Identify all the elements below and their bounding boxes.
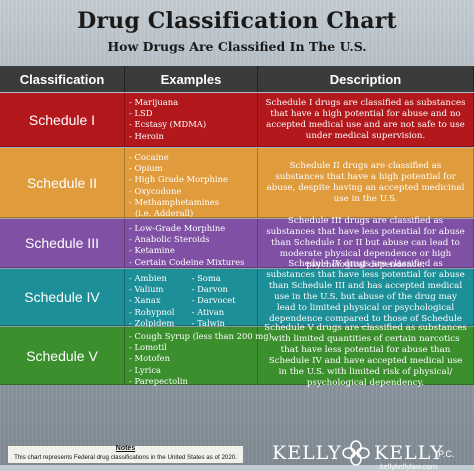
- example-item: - Ambien: [129, 273, 167, 283]
- example-item: - Anabolic Steroids: [129, 234, 210, 245]
- example-item: - Marijuana: [129, 97, 179, 107]
- example-item: - Soma: [191, 273, 221, 283]
- notes-title: Notes: [115, 445, 136, 452]
- examples-list: - Ambien - Valium - Xanax - Rohypnol - Z…: [125, 269, 258, 328]
- examples-list: - Cough Syrup (less than 200 mg) - Lomot…: [125, 327, 272, 386]
- page-title: Drug Classification Chart: [77, 8, 397, 34]
- example-item: - Talwin: [191, 317, 225, 328]
- table-header: Classification Examples Description: [0, 66, 474, 92]
- example-item: - Rohypnol: [129, 306, 175, 317]
- schedule-name: Schedule IV: [0, 269, 125, 325]
- example-item: - Low-Grade Morphine: [129, 223, 226, 233]
- schedule-description: Schedule II drugs are classified as subs…: [258, 148, 474, 217]
- examples-column-right: - Soma - Darvon - Darvocet - Ativan - Ta…: [186, 273, 254, 328]
- example-item: - Cough Syrup (less than 200 mg): [129, 331, 272, 341]
- schedule-description: Schedule IV drugs are classified as subs…: [258, 259, 474, 335]
- notes-text: This chart represents Federal drug class…: [14, 454, 237, 461]
- example-item: - Methamphetamines: [129, 196, 220, 207]
- examples-list: - Cocaine - Opium - High Grade Morphine …: [125, 148, 258, 219]
- examples-column-left: - Ambien - Valium - Xanax - Rohypnol - Z…: [129, 273, 186, 328]
- example-item: - Oxycodone: [129, 185, 182, 196]
- example-item: - Opium: [129, 163, 163, 174]
- header-examples: Examples: [125, 66, 258, 92]
- schedule-name: Schedule I: [0, 93, 125, 146]
- table-row-schedule-4: Schedule IV - Ambien - Valium - Xanax - …: [0, 259, 474, 335]
- kelly-kelly-logo[interactable]: KELLY KELLY P.C. kellykellylaw.com: [268, 440, 473, 471]
- header-classification: Classification: [0, 66, 125, 92]
- example-item: - Ecstasy (MDMA): [129, 119, 207, 130]
- clover-knot-icon: [342, 440, 370, 466]
- examples-list: - Marijuana - LSD - Ecstasy (MDMA) - Her…: [125, 93, 258, 146]
- logo-word-left: KELLY: [272, 442, 342, 464]
- example-item: - Parepectolin: [129, 375, 188, 386]
- example-item: - Lomotil: [129, 342, 167, 353]
- example-item: - Cocaine: [129, 152, 169, 162]
- schedule-description: Schedule I drugs are classified as subst…: [258, 93, 474, 146]
- example-item: - Ativan: [191, 306, 225, 317]
- logo-suffix: P.C.: [438, 449, 455, 459]
- example-item: (i.e. Adderall): [135, 208, 194, 219]
- example-item: - High Grade Morphine: [129, 174, 228, 185]
- example-item: - Valium: [129, 284, 164, 295]
- table-row-schedule-5: Schedule V - Cough Syrup (less than 200 …: [0, 323, 474, 388]
- page-subtitle: How Drugs Are Classified In The U.S.: [107, 39, 367, 54]
- schedule-name: Schedule III: [0, 219, 125, 267]
- notes-box: Notes This chart represents Federal drug…: [7, 445, 244, 464]
- schedule-name: Schedule II: [0, 148, 125, 217]
- example-item: - LSD: [129, 108, 153, 119]
- schedule-description: Schedule V drugs are classified as subst…: [258, 323, 474, 388]
- table-row-schedule-3: Schedule III - Low-Grade Morphine - Anab…: [0, 216, 474, 270]
- example-item: - Zolpidem: [129, 317, 175, 328]
- logo-word-right: KELLY: [374, 442, 444, 464]
- header-description: Description: [258, 66, 474, 92]
- example-item: - Motofen: [129, 353, 170, 364]
- example-item: - Certain Codeine Mixtures: [129, 256, 245, 267]
- example-item: - Heroin: [129, 130, 164, 141]
- logo-url[interactable]: kellykellylaw.com: [380, 462, 438, 471]
- example-item: - Ketamine: [129, 245, 175, 256]
- examples-list: - Low-Grade Morphine - Anabolic Steroids…: [125, 219, 258, 267]
- table-row-schedule-1: Schedule I - Marijuana - LSD - Ecstasy (…: [0, 93, 474, 147]
- example-item: - Lyrica: [129, 364, 162, 375]
- example-item: - Darvocet: [191, 295, 236, 306]
- table-row-schedule-2: Schedule II - Cocaine - Opium - High Gra…: [0, 148, 474, 218]
- example-item: - Xanax: [129, 295, 161, 306]
- example-item: - Darvon: [191, 284, 228, 295]
- classification-table: Classification Examples Description Sche…: [0, 66, 474, 430]
- schedule-name: Schedule V: [0, 327, 125, 384]
